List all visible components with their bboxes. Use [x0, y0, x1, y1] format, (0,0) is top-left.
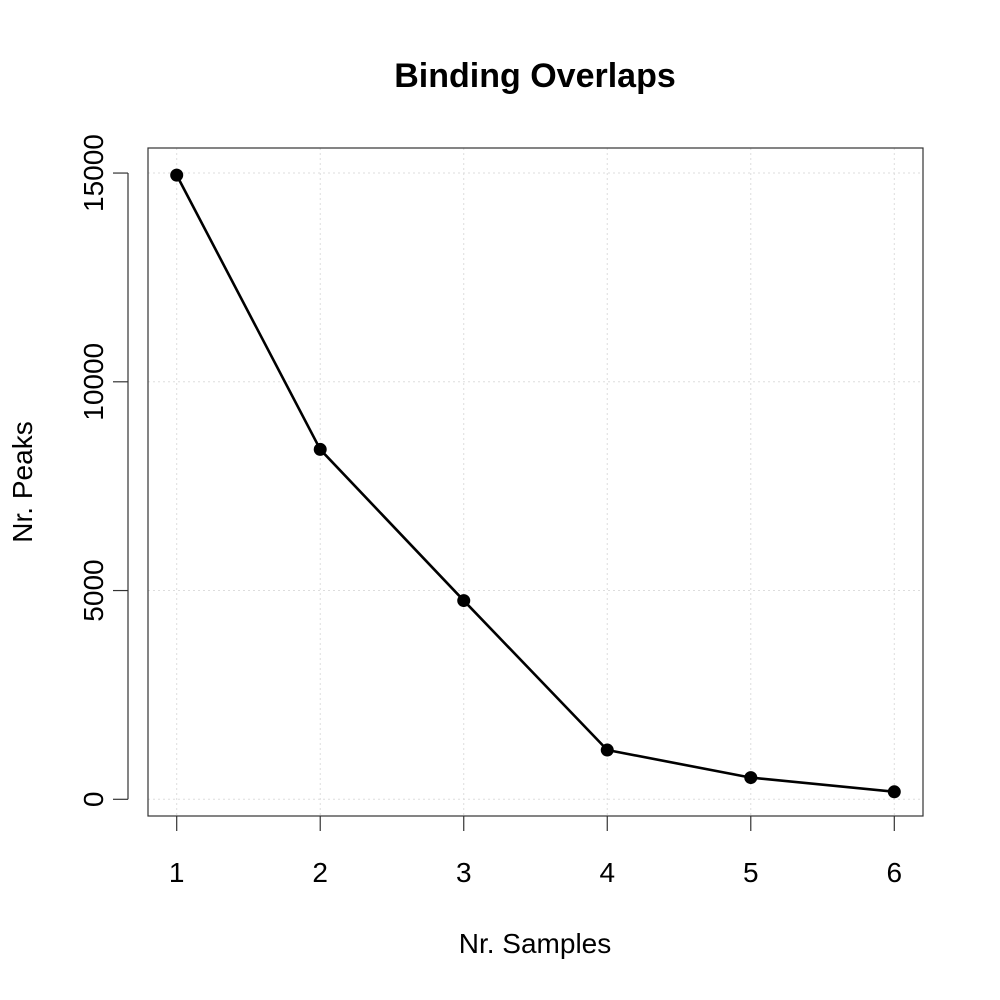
x-axis: 1 2 3 4 5 6 — [169, 816, 902, 888]
x-axis-label: Nr. Samples — [459, 928, 612, 959]
y-tick-label: 15000 — [78, 134, 109, 212]
y-tick-label: 10000 — [78, 343, 109, 421]
y-tick-label: 0 — [78, 792, 109, 808]
grid-lines — [148, 148, 923, 816]
x-tick-label: 4 — [599, 857, 615, 888]
data-point — [887, 785, 901, 799]
chart-title: Binding Overlaps — [394, 57, 676, 95]
series-line — [175, 174, 895, 794]
plot-frame — [147, 147, 924, 817]
data-point — [313, 442, 327, 456]
x-tick-label: 5 — [743, 857, 759, 888]
x-tick-label: 3 — [456, 857, 472, 888]
x-tick-label: 2 — [312, 857, 328, 888]
data-point — [457, 594, 471, 608]
data-point — [600, 743, 614, 757]
series-layer — [170, 168, 901, 799]
data-point — [744, 771, 758, 785]
y-tick-label: 5000 — [78, 559, 109, 621]
x-tick-label: 1 — [169, 857, 185, 888]
y-axis-label: Nr. Peaks — [7, 421, 38, 542]
x-tick-label: 6 — [887, 857, 903, 888]
data-point — [170, 168, 184, 182]
y-axis: 0 5000 10000 15000 — [78, 134, 129, 808]
